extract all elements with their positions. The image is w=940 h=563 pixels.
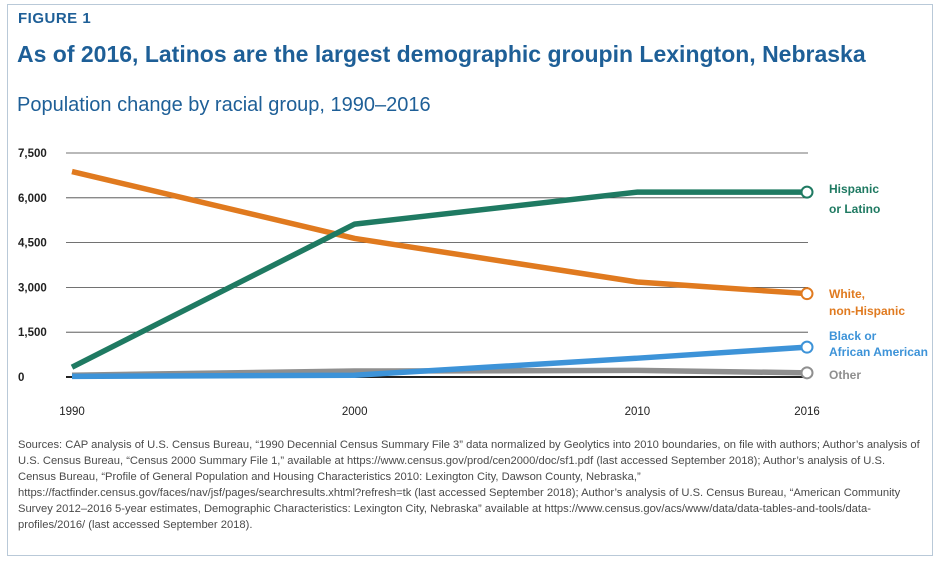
x-tick-label: 1990	[59, 406, 85, 418]
x-tick-label: 2016	[794, 406, 820, 418]
line-chart: 0 1,500 3,000 4,500 6,000 7,500 1990 2000 2010 20…	[18, 148, 928, 418]
series-label: African American	[829, 345, 928, 359]
y-tick-label: 3,000	[18, 282, 47, 294]
series-label: White,	[829, 287, 865, 301]
chart-title: As of 2016, Latinos are the largest demo…	[17, 41, 866, 67]
sources-note: Sources: CAP analysis of U.S. Census Bur…	[18, 439, 920, 531]
chart-subtitle: Population change by racial group, 1990–…	[17, 94, 431, 116]
series-label: Black or	[829, 329, 877, 343]
data-point	[800, 185, 814, 199]
x-tick-label: 2010	[625, 406, 651, 418]
x-tick-label: 2000	[342, 406, 368, 418]
series-line	[71, 168, 808, 297]
y-tick-label: 0	[18, 372, 24, 384]
data-point	[800, 366, 814, 380]
series-label: or Latino	[829, 202, 880, 216]
series-label: Other	[829, 368, 861, 382]
series-label: non-Hispanic	[829, 304, 905, 318]
series-line	[70, 189, 807, 370]
series-line	[71, 344, 808, 380]
data-point	[800, 287, 814, 301]
y-tick-label: 1,500	[18, 327, 47, 339]
y-tick-label: 7,500	[18, 148, 47, 160]
y-tick-label: 6,000	[18, 193, 47, 205]
y-tick-label: 4,500	[18, 238, 47, 250]
figure-label: FIGURE 1	[18, 10, 92, 27]
data-point	[800, 340, 814, 354]
figure-frame	[7, 4, 933, 556]
series-label: Hispanic	[829, 182, 879, 196]
